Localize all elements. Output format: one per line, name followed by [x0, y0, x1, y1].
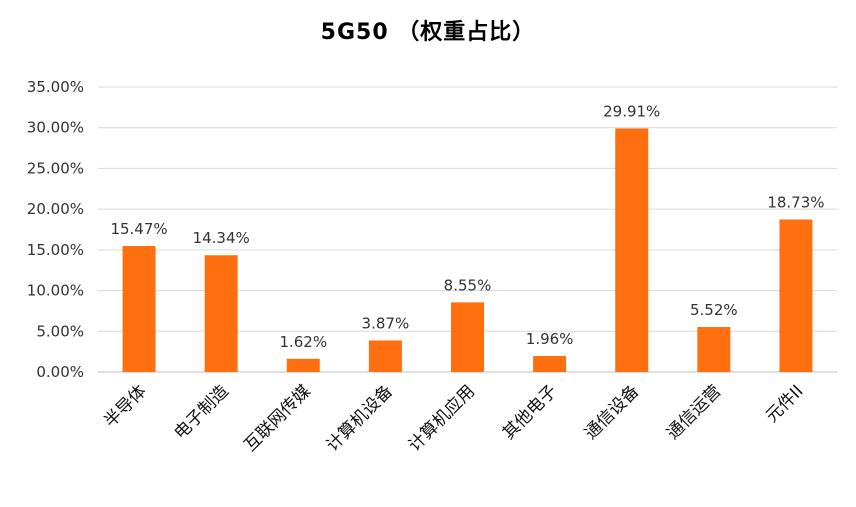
bar	[533, 356, 567, 372]
x-tick-label: 通信运营	[663, 381, 725, 443]
data-labels: 15.47% 14.34% 1.62% 3.87% 8.55% 1.96% 29.91% 5.…	[110, 102, 824, 350]
y-tick-label: 20.00%	[27, 200, 84, 218]
x-axis-categories: 半导体 电子制造 互联网传媒 计算机设备 计算机应用 其他电子 通信设备 通信运营 元件II	[100, 381, 807, 455]
x-tick-label: 电子制造	[170, 381, 232, 443]
x-tick-label: 计算机设备	[323, 381, 397, 455]
data-label: 18.73%	[767, 193, 824, 211]
y-tick-label: 35.00%	[27, 78, 84, 96]
y-tick-label: 0.00%	[36, 363, 84, 381]
data-label: 3.87%	[362, 314, 410, 332]
x-tick-label: 通信设备	[581, 381, 643, 443]
bar	[286, 358, 320, 372]
y-tick-label: 30.00%	[27, 119, 84, 137]
data-label: 15.47%	[110, 220, 167, 238]
bar	[368, 340, 402, 372]
y-tick-label: 25.00%	[27, 159, 84, 177]
bar	[122, 246, 156, 372]
x-tick-label: 元件II	[762, 381, 807, 426]
data-label: 14.34%	[193, 229, 250, 247]
y-axis-ticks: 0.00% 5.00% 10.00% 15.00% 20.00% 25.00% 30.00%…	[27, 78, 84, 381]
bar	[697, 327, 731, 372]
y-tick-label: 15.00%	[27, 241, 84, 259]
data-label: 1.62%	[279, 333, 327, 351]
bar	[451, 302, 484, 372]
data-label: 29.91%	[603, 102, 660, 120]
y-tick-label: 10.00%	[27, 282, 84, 300]
x-tick-label: 互联网传媒	[241, 381, 315, 455]
x-tick-label: 其他电子	[499, 381, 561, 443]
data-label: 8.55%	[444, 276, 492, 294]
bar	[615, 128, 649, 372]
bar	[779, 219, 813, 372]
data-label: 5.52%	[690, 301, 738, 319]
y-tick-label: 5.00%	[36, 322, 84, 340]
bars	[122, 128, 813, 372]
chart-title: 5G50 （权重占比）	[320, 20, 536, 45]
bar	[204, 255, 238, 372]
x-tick-label: 半导体	[100, 381, 150, 431]
x-tick-label: 计算机应用	[405, 381, 479, 455]
data-label: 1.96%	[526, 330, 574, 348]
